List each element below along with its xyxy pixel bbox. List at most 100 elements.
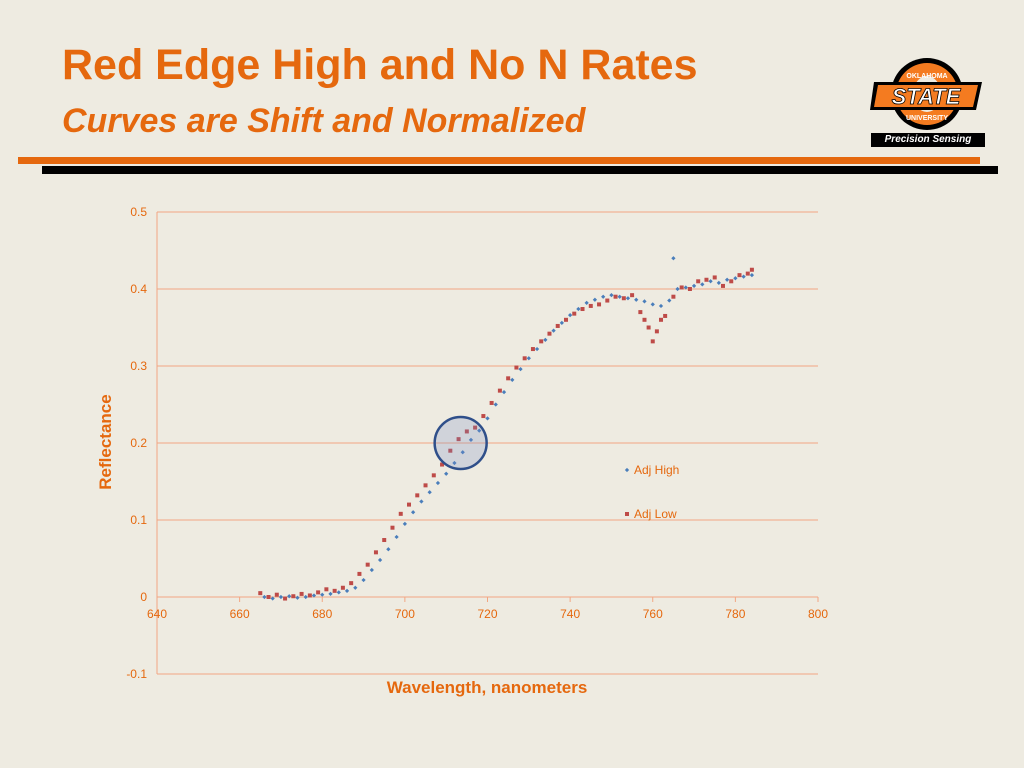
adj-low-point <box>258 591 263 596</box>
adj-low-point <box>539 339 544 344</box>
adj-high-point <box>658 303 664 309</box>
adj-high-point <box>295 595 300 600</box>
adj-high-point <box>460 450 465 455</box>
adj-low-point <box>580 307 585 312</box>
adj-low-point <box>274 592 279 597</box>
adj-low-point <box>555 323 560 328</box>
adj-high-point <box>435 480 441 486</box>
adj-high-point <box>485 416 490 421</box>
adj-low-point <box>605 298 610 303</box>
x-tick-label: 680 <box>312 607 332 621</box>
adj-low-point <box>720 283 725 288</box>
adj-high-point <box>501 390 507 395</box>
adj-high-point <box>444 471 449 476</box>
y-tick-label: 0.4 <box>130 282 147 296</box>
adj-high-point <box>650 302 655 307</box>
adj-low-point <box>340 585 345 590</box>
adj-high-point <box>336 590 341 595</box>
y-tick-label: 0.5 <box>130 205 147 219</box>
adj-low-point <box>291 594 296 599</box>
y-tick-labels: -0.1 0 0.1 0.2 0.3 0.4 0.5 <box>126 205 147 681</box>
legend: Adj High Adj Low <box>624 463 679 521</box>
adj-high-point <box>584 300 589 305</box>
adj-low-point <box>365 562 370 567</box>
adj-high-point <box>320 592 325 597</box>
adj-low-point <box>547 331 552 336</box>
adj-low-point <box>506 376 511 381</box>
logo-caption: Precision Sensing <box>871 133 985 147</box>
x-tick-label: 660 <box>230 607 250 621</box>
adj-low-point <box>514 365 519 370</box>
black-divider <box>42 166 998 174</box>
adj-low-point <box>407 502 412 507</box>
adj-high-point <box>427 490 432 495</box>
legend-entry: Adj High <box>634 463 679 477</box>
adj-low-point <box>621 296 626 301</box>
adj-low-point <box>283 596 288 601</box>
adj-high-point <box>683 285 688 290</box>
highlight-circle <box>433 415 488 471</box>
osu-logo: OKLAHOMA STATE UNIVERSITY <box>870 58 982 130</box>
y-axis-label: Reflectance <box>96 394 115 490</box>
logo-main-text: STATE <box>892 84 962 109</box>
adj-high-point <box>741 274 746 279</box>
adj-high-point <box>543 337 548 342</box>
y-tick-label: 0.2 <box>130 436 147 450</box>
adj-high-point <box>601 294 606 299</box>
adj-high-point <box>675 286 680 292</box>
adj-high-point <box>559 320 564 326</box>
adj-high-point <box>733 276 738 281</box>
adj-low-point <box>745 271 750 276</box>
adj-low-point <box>646 325 651 330</box>
adj-high-point <box>477 428 482 433</box>
y-tick-label: 0.1 <box>130 513 147 527</box>
legend-entry: Adj Low <box>634 507 677 521</box>
adj-high-point <box>724 277 730 282</box>
adj-low-point <box>373 550 378 555</box>
adj-high-point <box>609 293 614 298</box>
adj-high-point <box>353 585 358 590</box>
x-tick-label: 760 <box>643 607 663 621</box>
adj-high-point <box>303 594 308 600</box>
adj-low-point <box>588 303 593 308</box>
adj-low-point <box>464 429 469 434</box>
adj-high-point <box>419 499 424 504</box>
adj-low-point <box>398 511 403 516</box>
adj-high-point <box>526 356 531 361</box>
y-tick-label: 0.3 <box>130 359 147 373</box>
adj-low-point <box>671 294 676 299</box>
adj-low-point <box>737 273 742 278</box>
adj-high-point <box>287 594 292 599</box>
adj-low-point <box>423 483 428 488</box>
adj-low-point <box>522 356 527 361</box>
adj-low-point <box>704 277 709 282</box>
adj-low-point <box>324 587 329 592</box>
x-tick-label: 700 <box>395 607 415 621</box>
adj-low-point <box>390 525 395 530</box>
adj-high-point <box>691 283 697 289</box>
adj-high-point <box>518 366 523 372</box>
adj-low-point <box>563 317 568 322</box>
adj-low-point <box>489 400 494 405</box>
adj-low-point <box>663 313 668 318</box>
logo-top-text: OKLAHOMA <box>906 73 947 80</box>
adj-low-point <box>497 388 502 393</box>
adj-low-point <box>431 473 436 478</box>
slide-title: Red Edge High and No N Rates <box>62 41 698 89</box>
adj-low-point <box>597 302 602 307</box>
adj-low-point <box>382 538 387 543</box>
adj-high-point <box>270 596 275 601</box>
adj-high-point <box>625 296 631 301</box>
adj-high-point <box>568 313 573 318</box>
adj-low-point <box>642 317 647 322</box>
adj-low-point <box>696 279 701 284</box>
adj-high-point <box>377 557 383 563</box>
adj-low-point <box>729 279 734 284</box>
x-tick-label: 800 <box>808 607 828 621</box>
adj-high-point <box>369 567 374 573</box>
y-tick-label: -0.1 <box>126 667 147 681</box>
adj-low-point <box>613 294 618 299</box>
adj-low-point <box>456 437 461 442</box>
adj-high-point <box>452 460 457 466</box>
